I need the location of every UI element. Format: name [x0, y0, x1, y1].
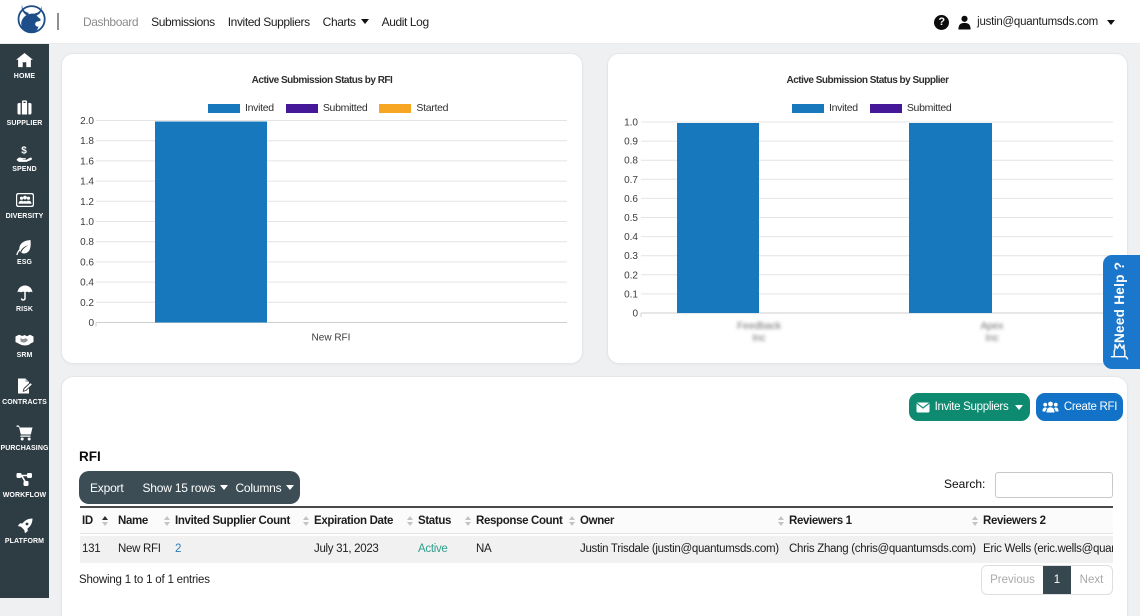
svg-text:Apex: Apex: [981, 321, 1004, 332]
svg-text:Feedback: Feedback: [737, 321, 782, 332]
svg-text:1.4: 1.4: [80, 177, 94, 188]
svg-text:1.0: 1.0: [624, 118, 638, 129]
svg-text:0.3: 0.3: [624, 251, 638, 262]
svg-text:0.5: 0.5: [624, 213, 638, 224]
svg-text:0: 0: [88, 318, 94, 329]
svg-text:0.8: 0.8: [624, 156, 638, 167]
svg-text:Inc: Inc: [985, 333, 998, 344]
svg-text:0.4: 0.4: [624, 232, 638, 243]
svg-text:Inc: Inc: [752, 333, 765, 344]
svg-text:1.8: 1.8: [80, 136, 94, 147]
svg-text:$: $: [21, 146, 27, 157]
svg-text:0.4: 0.4: [80, 278, 94, 289]
svg-text:0: 0: [632, 309, 638, 320]
svg-text:0.9: 0.9: [624, 137, 638, 148]
svg-text:1.0: 1.0: [80, 217, 94, 228]
svg-text:New RFI: New RFI: [312, 333, 351, 344]
svg-text:0.8: 0.8: [80, 237, 94, 248]
svg-text:0.2: 0.2: [80, 298, 94, 309]
svg-text:1.2: 1.2: [80, 197, 94, 208]
svg-text:0.6: 0.6: [80, 257, 94, 268]
svg-text:1.6: 1.6: [80, 156, 94, 167]
svg-text:2.0: 2.0: [80, 116, 94, 127]
svg-text:0.1: 0.1: [624, 289, 638, 300]
svg-text:0.2: 0.2: [624, 270, 638, 281]
svg-text:0.7: 0.7: [624, 175, 638, 186]
svg-text:0.6: 0.6: [624, 194, 638, 205]
